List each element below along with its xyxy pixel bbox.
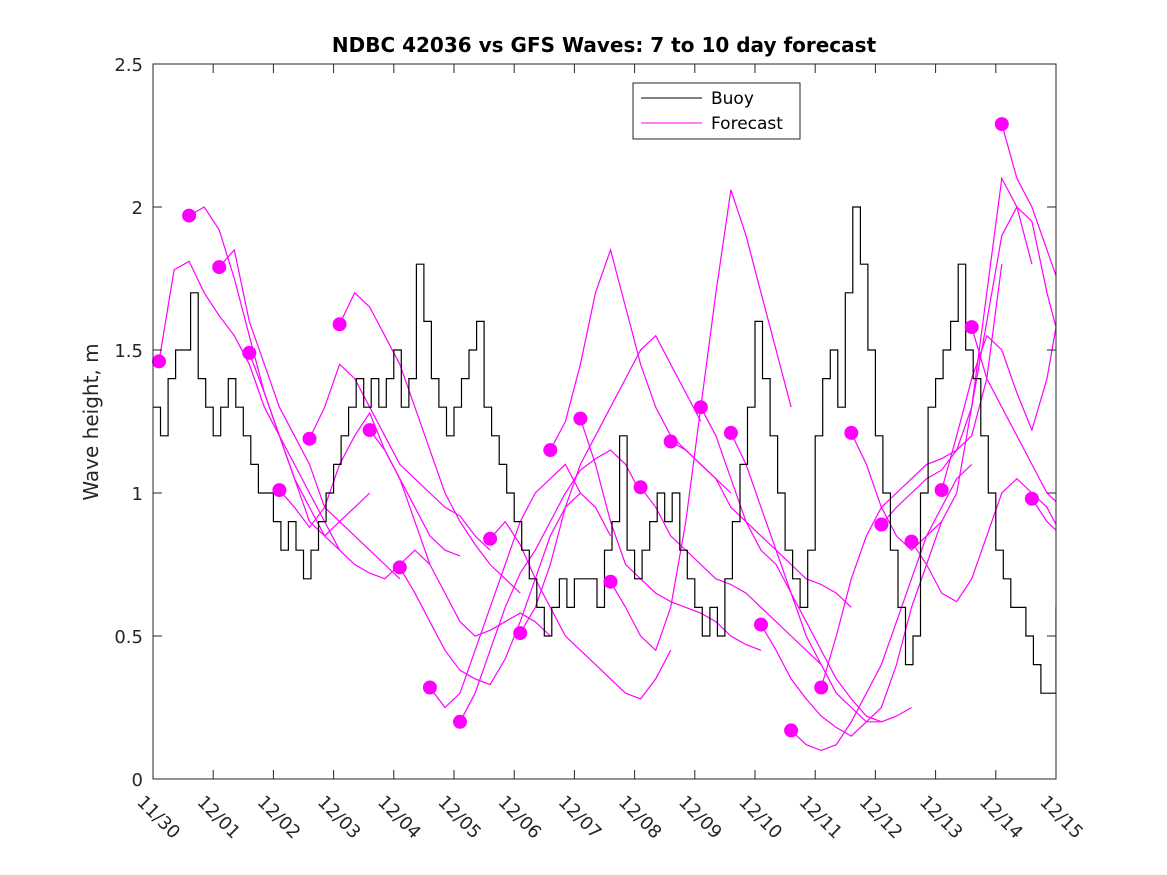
- x-tick-label: 12/04: [373, 792, 425, 844]
- forecast-line: [941, 323, 1056, 491]
- x-tick-label: 12/07: [554, 792, 606, 844]
- forecast-start-markers: [152, 117, 1039, 738]
- forecast-start-marker: [1024, 491, 1039, 506]
- forecast-line: [850, 176, 1033, 552]
- x-tick-label: 12/15: [1035, 792, 1087, 844]
- forecast-line: [399, 492, 581, 686]
- forecast-start-marker: [152, 354, 166, 369]
- forecast-line: [489, 520, 672, 700]
- forecast-line: [158, 260, 341, 551]
- legend-box: [632, 82, 801, 140]
- forecast-start-marker: [663, 434, 678, 449]
- x-tick-label: 11/30: [132, 792, 184, 844]
- y-tick-label: 1: [132, 484, 143, 505]
- forecast-line: [1001, 123, 1056, 278]
- x-tick-label: 12/14: [975, 792, 1027, 844]
- forecast-start-marker: [754, 617, 768, 632]
- y-axis: 0 0.5 1 1.5 2 2.5: [114, 55, 1056, 791]
- forecast-line: [278, 411, 461, 557]
- forecast-line: [820, 264, 1003, 688]
- forecast-start-marker: [964, 320, 979, 335]
- forecast-start-marker: [272, 483, 287, 498]
- forecast-line: [971, 326, 1056, 503]
- x-tick-label: 12/01: [193, 792, 245, 844]
- forecast-start-marker: [422, 680, 437, 695]
- forecast-start-marker: [814, 680, 829, 695]
- plot-area: [152, 117, 1056, 752]
- x-tick-label: 12/06: [494, 792, 546, 844]
- forecast-line: [429, 463, 612, 709]
- y-tick-label: 0.5: [114, 627, 143, 648]
- axes-box: [152, 63, 1057, 780]
- forecast-line: [910, 477, 1056, 603]
- forecast-start-marker: [543, 443, 558, 458]
- forecast-start-marker: [483, 531, 498, 546]
- x-tick-label: 12/05: [433, 792, 485, 844]
- forecast-start-marker: [513, 626, 528, 641]
- forecast-line: [339, 291, 521, 594]
- forecast-start-marker: [302, 431, 317, 446]
- x-tick-label: 12/09: [674, 792, 726, 844]
- forecast-start-marker: [392, 560, 407, 575]
- x-tick-label: 12/03: [313, 792, 365, 844]
- y-tick-label: 1.5: [114, 341, 143, 362]
- forecast-start-marker: [212, 260, 227, 275]
- forecast-line: [579, 418, 762, 651]
- buoy-series-group: [153, 206, 1056, 694]
- forecast-line: [880, 206, 1056, 525]
- buoy-line: [153, 206, 1056, 694]
- x-tick-label: 12/13: [915, 792, 967, 844]
- forecast-start-marker: [723, 425, 738, 440]
- forecast-start-marker: [784, 723, 799, 738]
- forecast-start-marker: [573, 411, 588, 426]
- legend: Buoy Forecast: [632, 82, 801, 140]
- forecast-start-marker: [874, 517, 889, 532]
- y-tick-label: 2.5: [114, 55, 143, 76]
- forecast-start-marker: [453, 714, 467, 729]
- y-axis-label: Wave height, m: [79, 343, 103, 500]
- forecast-line: [640, 486, 822, 666]
- forecast-start-marker: [844, 425, 859, 440]
- forecast-start-marker: [603, 574, 618, 589]
- chart-title: NDBC 42036 vs GFS Waves: 7 to 10 day for…: [332, 33, 877, 57]
- y-tick-label: 2: [132, 198, 143, 219]
- forecast-line: [519, 334, 702, 634]
- forecast-start-marker: [633, 480, 648, 495]
- forecast-line: [760, 521, 943, 737]
- y-tick-label: 0: [132, 770, 143, 791]
- forecast-line: [459, 449, 642, 723]
- x-tick-label: 12/12: [855, 792, 907, 844]
- forecast-line: [730, 432, 912, 723]
- forecast-start-marker: [182, 208, 197, 223]
- x-tick-label: 12/08: [614, 792, 666, 844]
- forecast-start-marker: [332, 317, 347, 332]
- x-tick-label: 12/02: [253, 792, 305, 844]
- x-tick-label: 12/11: [795, 792, 847, 844]
- forecast-line: [369, 429, 551, 637]
- forecast-line: [218, 248, 401, 580]
- forecast-start-marker: [693, 400, 708, 415]
- forecast-start-marker: [934, 483, 949, 498]
- forecast-line: [308, 363, 491, 551]
- forecast-start-marker: [362, 423, 377, 438]
- legend-forecast-label: Forecast: [711, 114, 783, 134]
- forecast-line: [549, 247, 732, 494]
- x-axis: 11/30 12/01 12/02 12/03 12/04 12/05 12/06 12/07…: [132, 64, 1087, 843]
- x-tick-label: 12/10: [734, 792, 786, 844]
- forecast-line: [609, 189, 792, 652]
- forecast-line: [1031, 498, 1056, 532]
- forecast-line: [790, 463, 973, 752]
- forecast-series-group: [158, 123, 1056, 752]
- forecast-start-marker: [904, 534, 919, 549]
- legend-buoy-label: Buoy: [711, 89, 754, 109]
- forecast-start-marker: [242, 345, 257, 360]
- forecast-start-marker: [994, 117, 1009, 132]
- forecast-line: [670, 440, 852, 608]
